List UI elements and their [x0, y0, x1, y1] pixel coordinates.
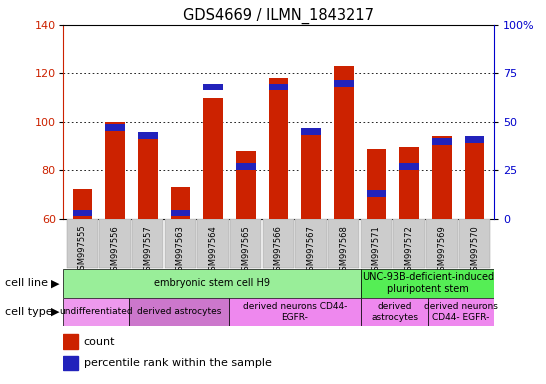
Text: GSM997556: GSM997556	[111, 225, 120, 276]
Text: GSM997571: GSM997571	[372, 225, 381, 276]
Bar	[105, 122, 125, 219]
Bar	[263, 219, 294, 268]
Bar	[399, 163, 419, 170]
Bar	[295, 219, 327, 268]
Bar	[459, 219, 490, 268]
Bar	[138, 132, 158, 139]
Bar	[428, 298, 494, 326]
Bar	[334, 66, 354, 219]
Bar	[165, 219, 196, 268]
Text: GSM997555: GSM997555	[78, 225, 87, 275]
Bar	[170, 210, 190, 217]
Text: cell line: cell line	[5, 278, 49, 288]
Bar	[426, 219, 458, 268]
Text: cell type: cell type	[5, 307, 53, 317]
Bar	[301, 132, 321, 219]
Bar	[465, 136, 484, 143]
Bar	[132, 219, 163, 268]
Text: undifferentiated: undifferentiated	[59, 308, 133, 316]
Bar	[269, 84, 288, 90]
Title: GDS4669 / ILMN_1843217: GDS4669 / ILMN_1843217	[183, 7, 374, 23]
Bar	[334, 80, 354, 86]
Text: GSM997568: GSM997568	[339, 225, 348, 276]
Bar	[73, 189, 92, 219]
Bar	[236, 163, 256, 170]
Bar	[432, 136, 452, 219]
Bar	[367, 190, 386, 197]
Text: GSM997572: GSM997572	[405, 225, 414, 276]
Text: UNC-93B-deficient-induced
pluripotent stem: UNC-93B-deficient-induced pluripotent st…	[361, 272, 494, 294]
Text: derived neurons CD44-
EGFR-: derived neurons CD44- EGFR-	[243, 302, 347, 322]
Bar	[203, 84, 223, 90]
Text: derived neurons
CD44- EGFR-: derived neurons CD44- EGFR-	[424, 302, 498, 322]
Bar	[63, 298, 129, 326]
Bar	[432, 138, 452, 145]
Bar	[105, 124, 125, 131]
Bar	[399, 147, 419, 219]
Text: GSM997557: GSM997557	[143, 225, 152, 276]
Bar	[129, 298, 229, 326]
Bar	[230, 219, 262, 268]
Bar	[465, 139, 484, 219]
Text: ▶: ▶	[51, 307, 60, 317]
Bar	[269, 78, 288, 219]
Bar	[367, 149, 386, 219]
Text: GSM997569: GSM997569	[437, 225, 446, 276]
Text: embryonic stem cell H9: embryonic stem cell H9	[154, 278, 270, 288]
Bar	[361, 298, 428, 326]
Text: GSM997564: GSM997564	[209, 225, 218, 276]
Text: GSM997566: GSM997566	[274, 225, 283, 276]
Bar	[301, 128, 321, 135]
Bar	[67, 219, 98, 268]
Bar	[170, 187, 190, 219]
Text: ▶: ▶	[51, 278, 60, 288]
Text: GSM997565: GSM997565	[241, 225, 250, 276]
Bar	[138, 136, 158, 219]
Bar	[229, 298, 361, 326]
Text: percentile rank within the sample: percentile rank within the sample	[84, 358, 272, 368]
Bar	[361, 219, 392, 268]
Bar	[236, 151, 256, 219]
Bar	[63, 269, 361, 298]
Bar	[361, 269, 494, 298]
Bar	[63, 356, 78, 370]
Text: GSM997570: GSM997570	[470, 225, 479, 276]
Bar	[394, 219, 425, 268]
Bar	[198, 219, 229, 268]
Bar	[73, 210, 92, 217]
Text: count: count	[84, 337, 115, 347]
Text: derived astrocytes: derived astrocytes	[136, 308, 221, 316]
Text: derived
astrocytes: derived astrocytes	[371, 302, 418, 322]
Bar	[99, 219, 130, 268]
Text: GSM997563: GSM997563	[176, 225, 185, 276]
Text: GSM997567: GSM997567	[307, 225, 316, 276]
Bar	[63, 334, 78, 349]
Bar	[203, 98, 223, 219]
Bar	[328, 219, 359, 268]
